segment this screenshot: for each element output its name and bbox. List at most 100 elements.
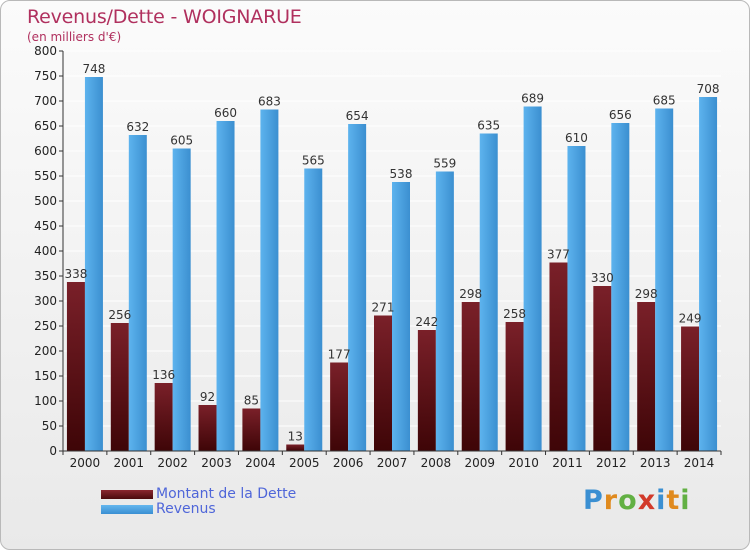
y-tick-label: 350 [34,269,57,283]
data-label-revenue: 683 [258,95,281,109]
data-label-revenue: 689 [521,92,544,106]
chart-subtitle: (en milliers d'€) [27,30,122,44]
brand-letter: o [618,485,638,516]
brand-letter: x [637,485,657,516]
brand-logo: Proxiti [583,485,691,516]
bar-revenue [523,106,542,451]
bar-revenue [392,182,410,451]
data-label-revenue: 635 [477,119,500,133]
data-label-revenue: 748 [82,62,105,76]
data-label-debt: 377 [547,248,570,262]
bar-revenue [128,135,147,451]
y-tick-label: 500 [34,194,57,208]
y-tick-label: 50 [42,419,57,433]
y-tick-label: 0 [49,444,57,458]
bar-debt [593,286,612,451]
data-label-debt: 338 [64,267,87,281]
x-tick-label: 2014 [684,456,715,470]
x-tick-label: 2009 [464,456,495,470]
y-tick-label: 650 [34,119,57,133]
bar-revenue [699,97,718,451]
data-label-debt: 298 [459,287,482,301]
x-tick-label: 2005 [289,456,320,470]
x-tick-label: 2001 [114,456,145,470]
x-tick-label: 2007 [377,456,408,470]
data-label-revenue: 654 [346,109,369,123]
y-tick-label: 100 [34,394,57,408]
y-tick-label: 150 [34,369,57,383]
y-tick-label: 400 [34,244,57,258]
brand-letter: t [666,485,681,516]
data-label-revenue: 538 [390,167,413,181]
x-tick-label: 2011 [552,456,583,470]
y-tick-label: 250 [34,319,57,333]
bar-revenue [479,133,498,451]
brand-letter: i [656,485,667,516]
bar-revenue [216,121,235,451]
y-tick-label: 750 [34,69,57,83]
data-label-debt: 256 [108,308,131,322]
legend-label-revenue: Revenus [156,501,216,517]
data-label-debt: 242 [415,315,438,329]
bar-debt [374,315,392,451]
bar-debt [505,322,524,451]
data-label-revenue: 660 [214,106,237,120]
bar-revenue [435,171,454,451]
brand-letter: r [603,485,619,516]
bar-revenue [655,108,674,451]
brand-letter: i [680,485,691,516]
bar-debt [681,326,700,451]
data-label-debt: 13 [288,430,303,444]
data-label-debt: 85 [244,394,259,408]
data-label-revenue: 605 [170,134,193,148]
bar-debt [66,282,85,451]
bar-debt [198,405,217,451]
x-tick-label: 2003 [201,456,232,470]
y-tick-label: 700 [34,94,57,108]
data-label-debt: 136 [152,368,175,382]
bar-revenue [611,123,630,451]
legend-label-debt: Montant de la Dette [156,486,297,502]
data-label-debt: 258 [503,307,526,321]
data-label-debt: 92 [200,390,215,404]
x-tick-label: 2000 [70,456,101,470]
x-tick-label: 2004 [245,456,276,470]
bar-debt [461,302,480,451]
bar-revenue [172,148,191,451]
data-label-revenue: 559 [433,157,456,171]
bar-revenue [304,168,323,451]
data-label-debt: 330 [591,271,614,285]
x-tick-label: 2012 [596,456,627,470]
bar-debt [286,444,305,451]
data-label-debt: 249 [679,312,702,326]
bar-debt [110,323,129,451]
y-tick-label: 200 [34,344,57,358]
data-label-debt: 271 [372,301,395,315]
y-tick-label: 300 [34,294,57,308]
data-label-revenue: 632 [126,120,149,134]
x-tick-label: 2002 [157,456,188,470]
chart-title: Revenus/Dette - WOIGNARUE [27,6,302,28]
data-label-revenue: 685 [653,94,676,108]
x-tick-label: 2008 [421,456,452,470]
data-label-revenue: 656 [609,108,632,122]
data-label-revenue: 610 [565,131,588,145]
data-label-revenue: 565 [302,154,325,168]
y-tick-label: 800 [34,44,57,58]
bar-debt [637,302,656,451]
y-tick-label: 550 [34,169,57,183]
brand-letter: P [583,485,604,516]
x-tick-label: 2010 [508,456,539,470]
data-label-revenue: 708 [697,82,720,96]
data-label-debt: 298 [635,287,658,301]
bar-debt [154,383,173,451]
bar-debt [549,262,568,451]
x-tick-label: 2013 [640,456,671,470]
bar-debt [242,408,261,451]
bar-debt [330,362,349,451]
bar-revenue [84,77,103,451]
bar-debt [417,330,436,451]
legend-swatch-debt [101,490,153,499]
y-tick-label: 600 [34,144,57,158]
